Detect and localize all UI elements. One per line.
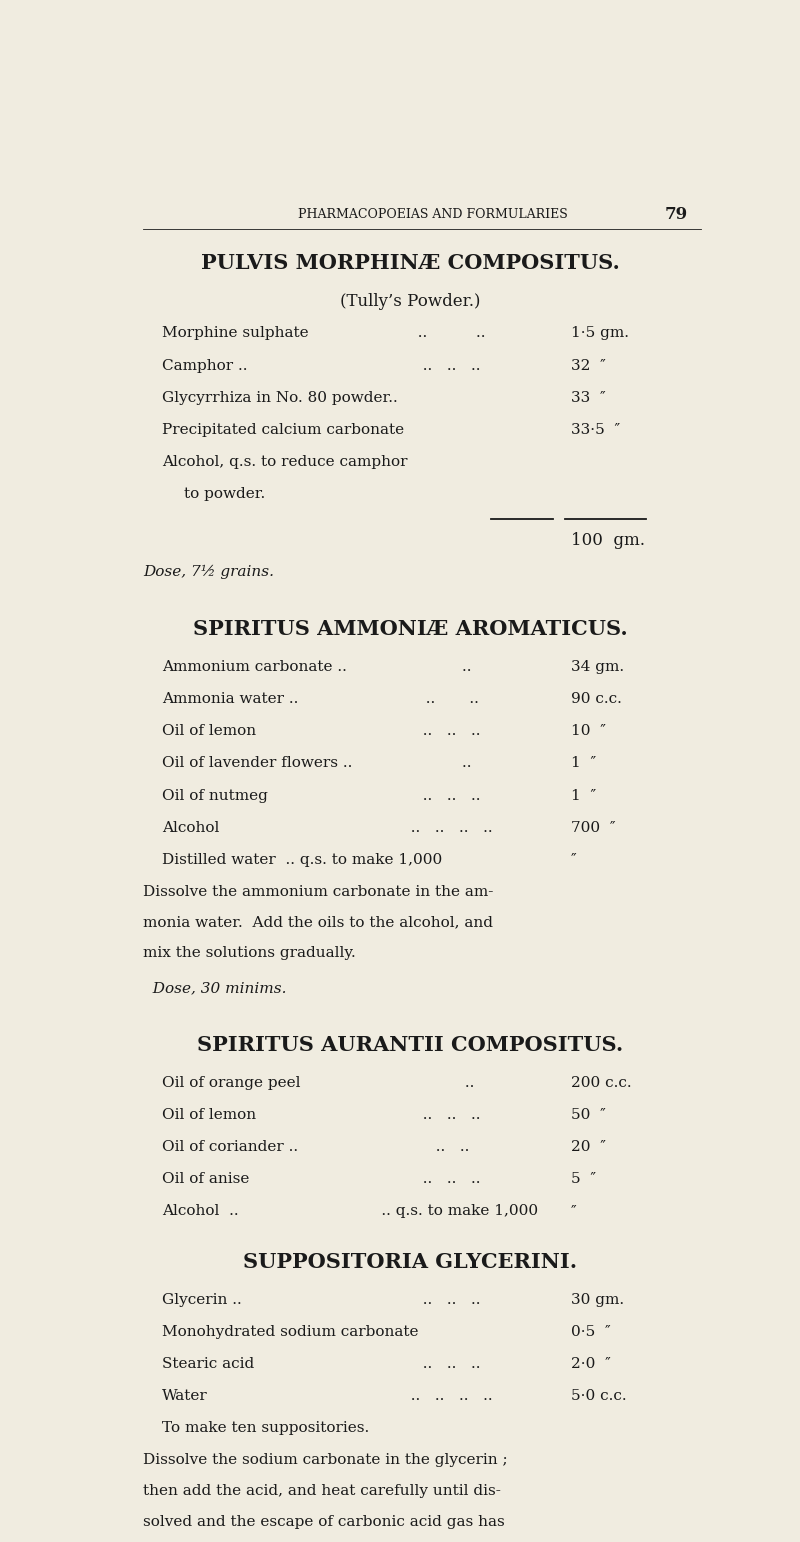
Text: 0·5  ″: 0·5 ″ — [571, 1325, 611, 1338]
Text: Alcohol  ..: Alcohol .. — [162, 1204, 238, 1218]
Text: 2·0  ″: 2·0 ″ — [571, 1357, 611, 1371]
Text: ..   ..   ..: .. .. .. — [414, 1107, 481, 1123]
Text: Dissolve the sodium carbonate in the glycerin ;: Dissolve the sodium carbonate in the gly… — [143, 1454, 508, 1468]
Text: PULVIS MORPHINÆ COMPOSITUS.: PULVIS MORPHINÆ COMPOSITUS. — [201, 253, 619, 273]
Text: Camphor ..: Camphor .. — [162, 359, 247, 373]
Text: Ammonia water ..: Ammonia water .. — [162, 692, 298, 706]
Text: Oil of lavender flowers ..: Oil of lavender flowers .. — [162, 757, 352, 771]
Text: 30 gm.: 30 gm. — [571, 1294, 624, 1308]
Text: Oil of coriander ..: Oil of coriander .. — [162, 1140, 298, 1153]
Text: Ammonium carbonate ..: Ammonium carbonate .. — [162, 660, 347, 674]
Text: 10  ″: 10 ″ — [571, 725, 606, 739]
Text: then add the acid, and heat carefully until dis-: then add the acid, and heat carefully un… — [143, 1485, 502, 1499]
Text: monia water.  Add the oils to the alcohol, and: monia water. Add the oils to the alcohol… — [143, 916, 494, 930]
Text: ..   ..   ..: .. .. .. — [414, 725, 481, 739]
Text: ..   ..   ..: .. .. .. — [414, 1294, 481, 1308]
Text: Oil of orange peel: Oil of orange peel — [162, 1076, 301, 1090]
Text: Dissolve the ammonium carbonate in the am-: Dissolve the ammonium carbonate in the a… — [143, 885, 494, 899]
Text: Oil of anise: Oil of anise — [162, 1172, 250, 1186]
Text: ..   ..   ..: .. .. .. — [414, 788, 481, 802]
Text: ..: .. — [423, 660, 471, 674]
Text: SPIRITUS AURANTII COMPOSITUS.: SPIRITUS AURANTII COMPOSITUS. — [197, 1035, 623, 1055]
Text: 1·5 gm.: 1·5 gm. — [571, 327, 630, 341]
Text: Oil of lemon: Oil of lemon — [162, 1107, 256, 1123]
Text: 1  ″: 1 ″ — [571, 757, 597, 771]
Text: 5·0 c.c.: 5·0 c.c. — [571, 1389, 627, 1403]
Text: 5  ″: 5 ″ — [571, 1172, 596, 1186]
Text: Dose, 7½ grains.: Dose, 7½ grains. — [143, 566, 274, 580]
Text: PHARMACOPOEIAS AND FORMULARIES: PHARMACOPOEIAS AND FORMULARIES — [298, 208, 568, 221]
Text: SPIRITUS AMMONIÆ AROMATICUS.: SPIRITUS AMMONIÆ AROMATICUS. — [193, 620, 627, 640]
Text: ..   ..: .. .. — [426, 1140, 469, 1153]
Text: Monohydrated sodium carbonate: Monohydrated sodium carbonate — [162, 1325, 418, 1338]
Text: ..: .. — [423, 757, 471, 771]
Text: Oil of lemon: Oil of lemon — [162, 725, 256, 739]
Text: ..   ..   ..: .. .. .. — [414, 1357, 481, 1371]
Text: Water: Water — [162, 1389, 208, 1403]
Text: 1  ″: 1 ″ — [571, 788, 597, 802]
Text: ..   ..   ..: .. .. .. — [414, 1172, 481, 1186]
Text: 32  ″: 32 ″ — [571, 359, 606, 373]
Text: To make ten suppositories.: To make ten suppositories. — [162, 1422, 370, 1436]
Text: ″: ″ — [571, 1204, 577, 1218]
Text: 50  ″: 50 ″ — [571, 1107, 606, 1123]
Text: Dose, 30 minims.: Dose, 30 minims. — [143, 981, 287, 995]
Text: 33  ″: 33 ″ — [571, 390, 606, 404]
Text: Morphine sulphate: Morphine sulphate — [162, 327, 309, 341]
Text: 20  ″: 20 ″ — [571, 1140, 606, 1153]
Text: ..   ..   ..   ..: .. .. .. .. — [402, 1389, 493, 1403]
Text: Glycerin ..: Glycerin .. — [162, 1294, 242, 1308]
Text: .. q.s. to make 1,000: .. q.s. to make 1,000 — [357, 1204, 538, 1218]
Text: SUPPOSITORIA GLYCERINI.: SUPPOSITORIA GLYCERINI. — [243, 1252, 577, 1272]
Text: 200 c.c.: 200 c.c. — [571, 1076, 632, 1090]
Text: 90 c.c.: 90 c.c. — [571, 692, 622, 706]
Text: (Tully’s Powder.): (Tully’s Powder.) — [340, 293, 480, 310]
Text: 33·5  ″: 33·5 ″ — [571, 423, 621, 436]
Text: Glycyrrhiza in No. 80 powder..: Glycyrrhiza in No. 80 powder.. — [162, 390, 398, 404]
Text: Alcohol, q.s. to reduce camphor: Alcohol, q.s. to reduce camphor — [162, 455, 407, 469]
Text: Stearic acid: Stearic acid — [162, 1357, 254, 1371]
Text: ..   ..   ..   ..: .. .. .. .. — [402, 820, 493, 834]
Text: Distilled water  .. q.s. to make 1,000: Distilled water .. q.s. to make 1,000 — [162, 853, 442, 867]
Text: ..   ..   ..: .. .. .. — [414, 359, 481, 373]
Text: Oil of nutmeg: Oil of nutmeg — [162, 788, 268, 802]
Text: solved and the escape of carbonic acid gas has: solved and the escape of carbonic acid g… — [143, 1516, 505, 1530]
Text: Precipitated calcium carbonate: Precipitated calcium carbonate — [162, 423, 404, 436]
Text: 100  gm.: 100 gm. — [571, 532, 646, 549]
Text: ..          ..: .. .. — [409, 327, 486, 341]
Text: Alcohol: Alcohol — [162, 820, 219, 834]
Text: ″: ″ — [571, 853, 577, 867]
Text: 79: 79 — [664, 207, 687, 224]
Text: mix the solutions gradually.: mix the solutions gradually. — [143, 947, 356, 961]
Text: 34 gm.: 34 gm. — [571, 660, 624, 674]
Text: ..       ..: .. .. — [416, 692, 478, 706]
Text: to powder.: to powder. — [184, 487, 265, 501]
Text: 700  ″: 700 ″ — [571, 820, 616, 834]
Text: ..: .. — [421, 1076, 474, 1090]
